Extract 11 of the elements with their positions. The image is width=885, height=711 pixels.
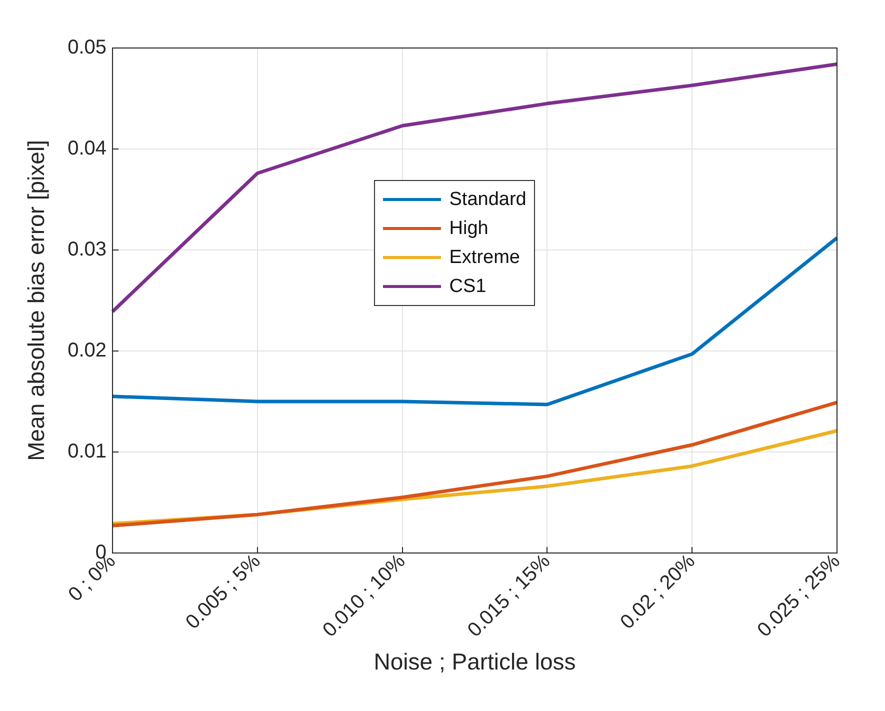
x-axis-title: Noise ; Particle loss	[374, 648, 576, 675]
y-tick-label: 0.02	[68, 339, 107, 362]
legend-label: CS1	[449, 276, 486, 298]
legend-label: Extreme	[449, 246, 520, 268]
y-axis-title: Mean absolute bias error [pixel]	[23, 140, 50, 461]
legend-label: Standard	[449, 188, 526, 210]
y-tick-label: 0.01	[68, 440, 107, 462]
y-tick-label: 0.04	[68, 138, 107, 160]
y-tick-label: 0.05	[68, 36, 107, 59]
y-tick-label: 0.03	[68, 238, 107, 260]
legend-label: High	[449, 218, 488, 240]
